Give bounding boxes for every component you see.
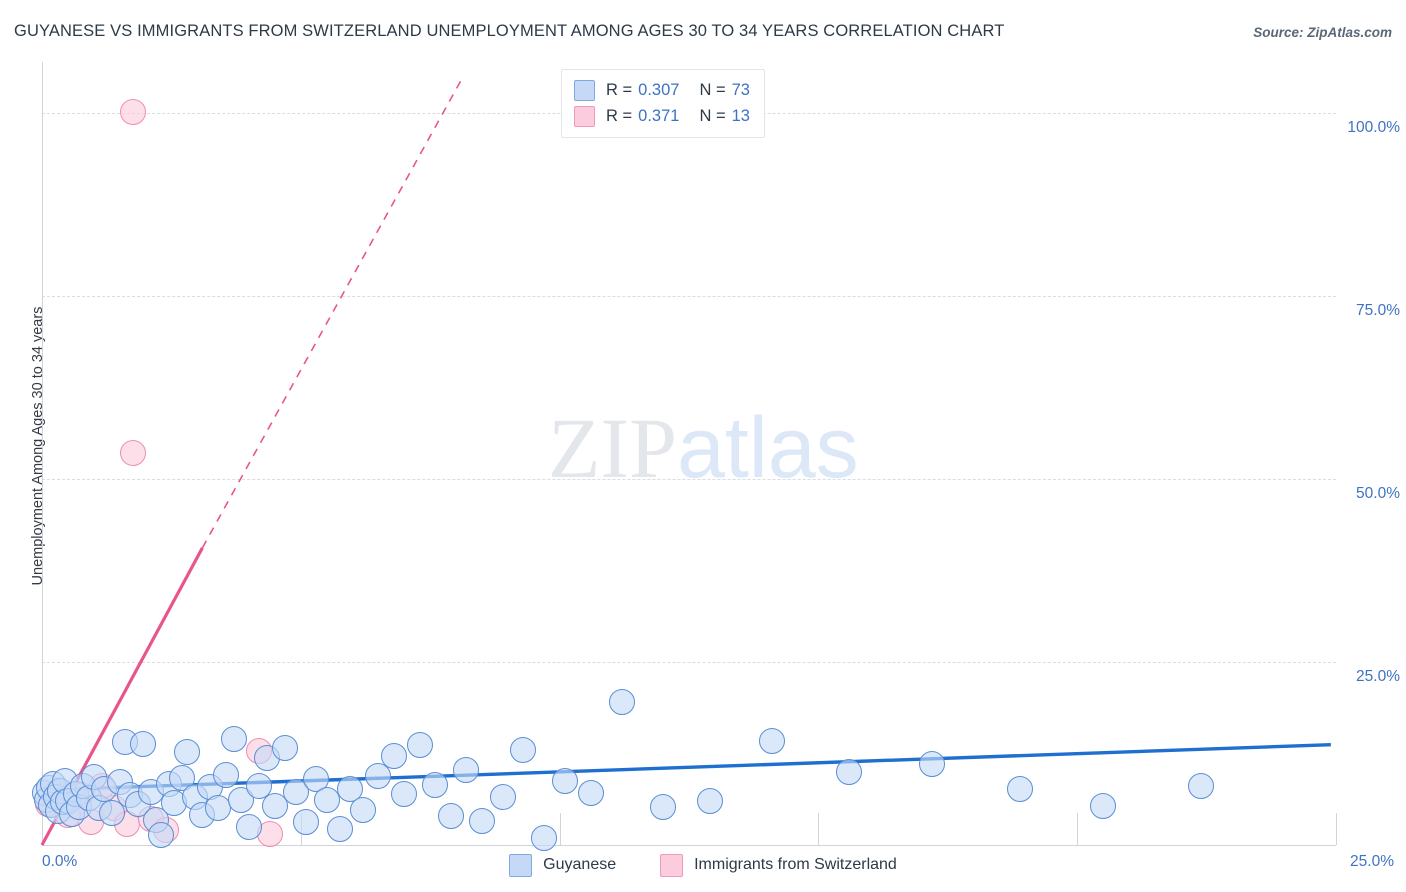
- scatter-point: [173, 739, 200, 766]
- y-axis-line: [42, 62, 43, 845]
- stats-r-label-guyanese: R =: [606, 80, 633, 99]
- scatter-point: [650, 793, 677, 820]
- scatter-point: [119, 439, 146, 466]
- scatter-point: [608, 689, 635, 716]
- scatter-point: [148, 822, 175, 849]
- scatter-point: [349, 796, 376, 823]
- scatter-point: [313, 787, 340, 814]
- scatter-point: [468, 807, 495, 834]
- scatter-point: [531, 824, 558, 851]
- scatter-point: [212, 761, 239, 788]
- stats-swatch-swiss: [574, 105, 595, 127]
- stats-r-label-swiss: R =: [606, 106, 633, 125]
- scatter-point: [1090, 793, 1117, 820]
- scatter-point: [919, 750, 946, 777]
- stats-n-label-guyanese: N =: [699, 80, 726, 99]
- page-title: GUYANESE VS IMMIGRANTS FROM SWITZERLAND …: [14, 22, 1005, 40]
- scatter-point: [391, 781, 418, 808]
- x-axis-label-min: 0.0%: [42, 853, 78, 870]
- stats-r-value-swiss: 0.371: [638, 106, 680, 125]
- scatter-point: [758, 728, 785, 755]
- y-tick-label-25.0%: 25.0%: [1356, 667, 1400, 685]
- scatter-point: [836, 758, 863, 785]
- scatter-point: [326, 815, 353, 842]
- trendline-dashed-Immigrants from Switzerland: [201, 79, 462, 549]
- scatter-point: [246, 772, 273, 799]
- scatter-point: [220, 725, 247, 752]
- gridline-25.0%: [42, 661, 1336, 663]
- scatter-point: [696, 788, 723, 815]
- gridline-75.0%: [42, 295, 1336, 297]
- x-tick-25: [1336, 813, 1337, 845]
- source-attribution: Source: ZipAtlas.com: [1253, 25, 1392, 40]
- scatter-point: [577, 780, 604, 807]
- scatter-point: [453, 756, 480, 783]
- y-tick-label-75.0%: 75.0%: [1356, 301, 1400, 319]
- x-tick-15: [818, 813, 820, 845]
- stats-n-label-swiss: N =: [699, 106, 726, 125]
- stats-n-value-guyanese: 73: [731, 80, 750, 99]
- scatter-point: [119, 99, 146, 126]
- x-tick-20: [1077, 813, 1079, 845]
- x-axis-label-max: 25.0%: [1350, 853, 1394, 870]
- scatter-point: [380, 742, 407, 769]
- x-tick-10: [559, 813, 561, 845]
- y-tick-label-100.0%: 100.0%: [1347, 118, 1400, 136]
- scatter-point: [406, 732, 433, 759]
- scatter-point: [437, 802, 464, 829]
- x-axis-line: [42, 845, 1336, 846]
- scatter-point: [510, 736, 537, 763]
- scatter-point: [422, 771, 449, 798]
- scatter-point: [1188, 773, 1215, 800]
- stats-row-swiss: R = 0.371 N = 13: [574, 103, 750, 129]
- gridline-50.0%: [42, 478, 1336, 480]
- scatter-point: [292, 809, 319, 836]
- y-tick-label-50.0%: 50.0%: [1356, 484, 1400, 502]
- scatter-point: [551, 768, 578, 795]
- stats-swatch-guyanese: [574, 79, 595, 101]
- stats-row-guyanese: R = 0.307 N = 73: [574, 77, 750, 103]
- scatter-point: [272, 735, 299, 762]
- correlation-stats-box: R = 0.307 N = 73 R = 0.371 N = 13: [561, 69, 765, 138]
- scatter-point: [236, 814, 263, 841]
- stats-n-value-swiss: 13: [731, 106, 750, 125]
- scatter-point: [129, 730, 156, 757]
- stats-r-value-guyanese: 0.307: [638, 80, 680, 99]
- scatter-point: [489, 784, 516, 811]
- scatter-point: [1007, 776, 1034, 803]
- scatter-point: [204, 794, 231, 821]
